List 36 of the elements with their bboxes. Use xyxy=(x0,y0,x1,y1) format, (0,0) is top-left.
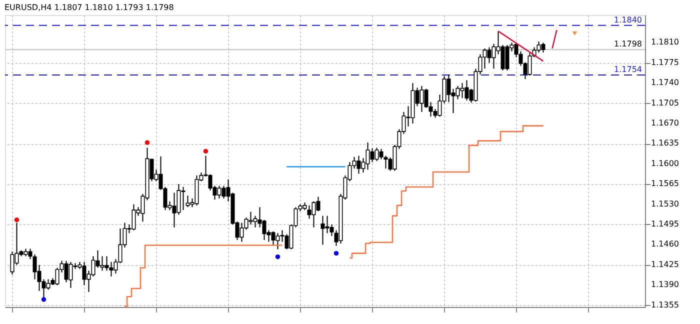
ref-line-label: 1.1754 xyxy=(614,65,642,74)
point xyxy=(144,140,150,145)
y-tick-label: 1.1775 xyxy=(651,58,679,67)
candlestick xyxy=(222,185,226,200)
point xyxy=(334,250,339,256)
y-tick-label: 1.1565 xyxy=(651,179,679,188)
candlestick xyxy=(248,211,253,225)
y-tick-label: 1.1810 xyxy=(651,38,679,47)
candlestick xyxy=(330,224,334,237)
point xyxy=(41,297,46,302)
candlestick xyxy=(186,195,190,208)
y-tick-label: 1.1530 xyxy=(651,199,679,208)
candlestick xyxy=(181,186,186,211)
chart-title: EURUSD,H4 1.1807 1.1810 1.1793 1.1798 xyxy=(4,3,174,12)
y-tick-label: 1.1670 xyxy=(651,118,679,128)
y-tick-label: 1.1460 xyxy=(651,240,679,249)
point xyxy=(572,31,578,36)
y-tick-label: 1.1355 xyxy=(651,300,679,310)
y-tick-label: 1.1740 xyxy=(651,78,679,88)
y-tick-label: 1.1600 xyxy=(651,158,679,168)
point xyxy=(203,148,208,154)
ref-line-label: 1.1840 xyxy=(614,15,642,24)
candlestick xyxy=(172,192,176,228)
point xyxy=(14,218,20,222)
y-tick-label: 1.1390 xyxy=(651,280,679,290)
candlestick xyxy=(316,196,320,212)
y-tick-label: 1.1495 xyxy=(651,219,679,228)
candlestick xyxy=(541,42,546,54)
point xyxy=(275,254,280,260)
y-tick-label: 1.1705 xyxy=(651,98,679,108)
candlestick xyxy=(28,248,32,260)
candlestick xyxy=(132,204,136,231)
ref-line-label: 1.1798 xyxy=(614,40,642,49)
y-tick-label: 1.1425 xyxy=(651,260,679,269)
candlestick xyxy=(217,185,222,200)
y-tick-label: 1.1635 xyxy=(651,138,679,148)
